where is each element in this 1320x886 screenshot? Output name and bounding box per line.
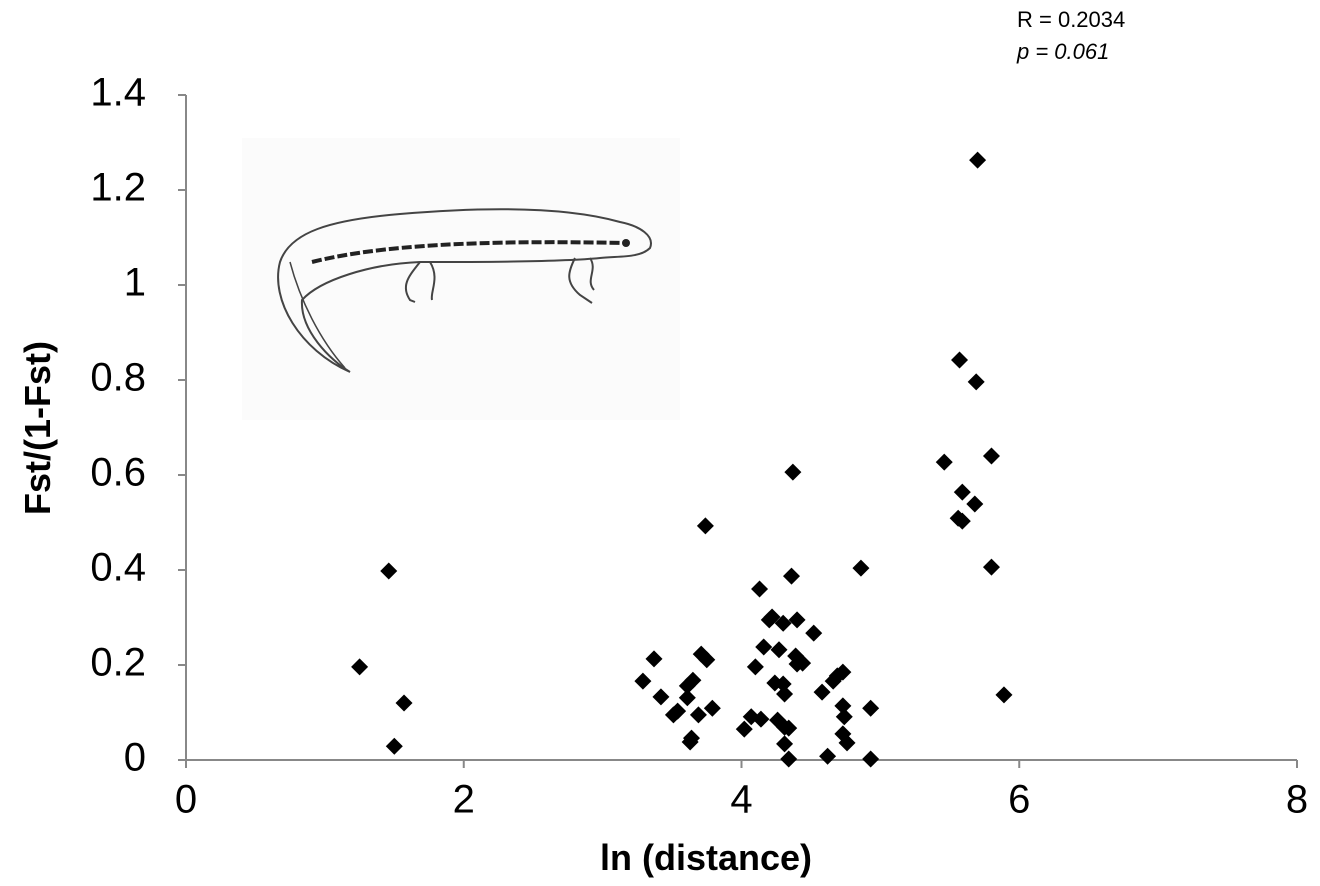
data-point	[351, 658, 369, 676]
data-point	[838, 734, 856, 752]
data-point	[746, 658, 764, 676]
salamander-illustration	[242, 138, 680, 420]
tail-line	[289, 261, 346, 369]
data-point	[776, 685, 794, 703]
y-tick-label: 0.4	[90, 546, 146, 590]
x-tick-label: 2	[453, 778, 475, 822]
data-point	[763, 608, 781, 626]
data-point	[684, 671, 702, 689]
data-point	[951, 351, 969, 369]
x-tick-label: 8	[1286, 778, 1308, 822]
annotation: R = 0.2034	[1017, 7, 1125, 32]
y-axis-title: Fst/(1-Fst)	[17, 341, 58, 515]
data-point	[969, 151, 987, 169]
data-point	[784, 463, 802, 481]
data-point	[380, 562, 398, 580]
data-point	[755, 638, 773, 656]
y-tick-label: 1.2	[90, 166, 146, 210]
y-tick-label: 0	[124, 736, 146, 780]
data-point	[788, 611, 806, 629]
data-point	[805, 624, 823, 642]
data-point	[953, 483, 971, 501]
data-point	[862, 750, 880, 768]
annotation: p = 0.061	[1016, 39, 1109, 64]
data-point	[752, 710, 770, 728]
data-point	[652, 688, 670, 706]
data-point	[774, 614, 792, 632]
data-point	[698, 651, 716, 669]
data-point	[780, 719, 798, 737]
illustration-background	[242, 138, 680, 420]
data-point	[735, 720, 753, 738]
y-tick-label: 1	[124, 261, 146, 305]
data-point	[982, 447, 1000, 465]
data-point	[782, 567, 800, 585]
data-point	[780, 750, 798, 768]
data-point	[689, 706, 707, 724]
data-point	[385, 737, 403, 755]
data-point	[683, 729, 701, 747]
body-stripe	[311, 240, 626, 264]
data-point	[634, 672, 652, 690]
front-leg	[404, 261, 436, 303]
rear-leg	[568, 257, 595, 304]
x-tick-label: 0	[175, 778, 197, 822]
data-point	[703, 699, 721, 717]
x-tick-label: 6	[1008, 778, 1030, 822]
data-point	[982, 558, 1000, 576]
data-point	[995, 686, 1013, 704]
data-point	[395, 694, 413, 712]
data-point	[852, 559, 870, 577]
y-tick-label: 0.8	[90, 356, 146, 400]
data-point	[766, 674, 784, 692]
data-point	[835, 708, 853, 726]
y-tick-label: 1.4	[90, 71, 146, 115]
data-point	[967, 373, 985, 391]
y-tick-label: 0.2	[90, 641, 146, 685]
x-axis-title: ln (distance)	[600, 837, 812, 878]
x-tick-label: 4	[730, 778, 752, 822]
data-point	[819, 747, 837, 765]
data-point	[953, 512, 971, 530]
data-point	[834, 663, 852, 681]
data-point	[645, 650, 663, 668]
y-tick-label: 0.6	[90, 451, 146, 495]
data-point	[669, 702, 687, 720]
data-point	[678, 689, 696, 707]
data-point	[862, 699, 880, 717]
data-point	[770, 641, 788, 659]
data-point	[696, 517, 714, 535]
eye	[622, 239, 630, 247]
data-point	[834, 697, 852, 715]
body-outline	[277, 208, 652, 373]
data-point	[966, 495, 984, 513]
data-point	[813, 683, 831, 701]
data-point	[935, 453, 953, 471]
data-point	[776, 735, 794, 753]
data-point	[751, 580, 769, 598]
data-point	[794, 654, 812, 672]
